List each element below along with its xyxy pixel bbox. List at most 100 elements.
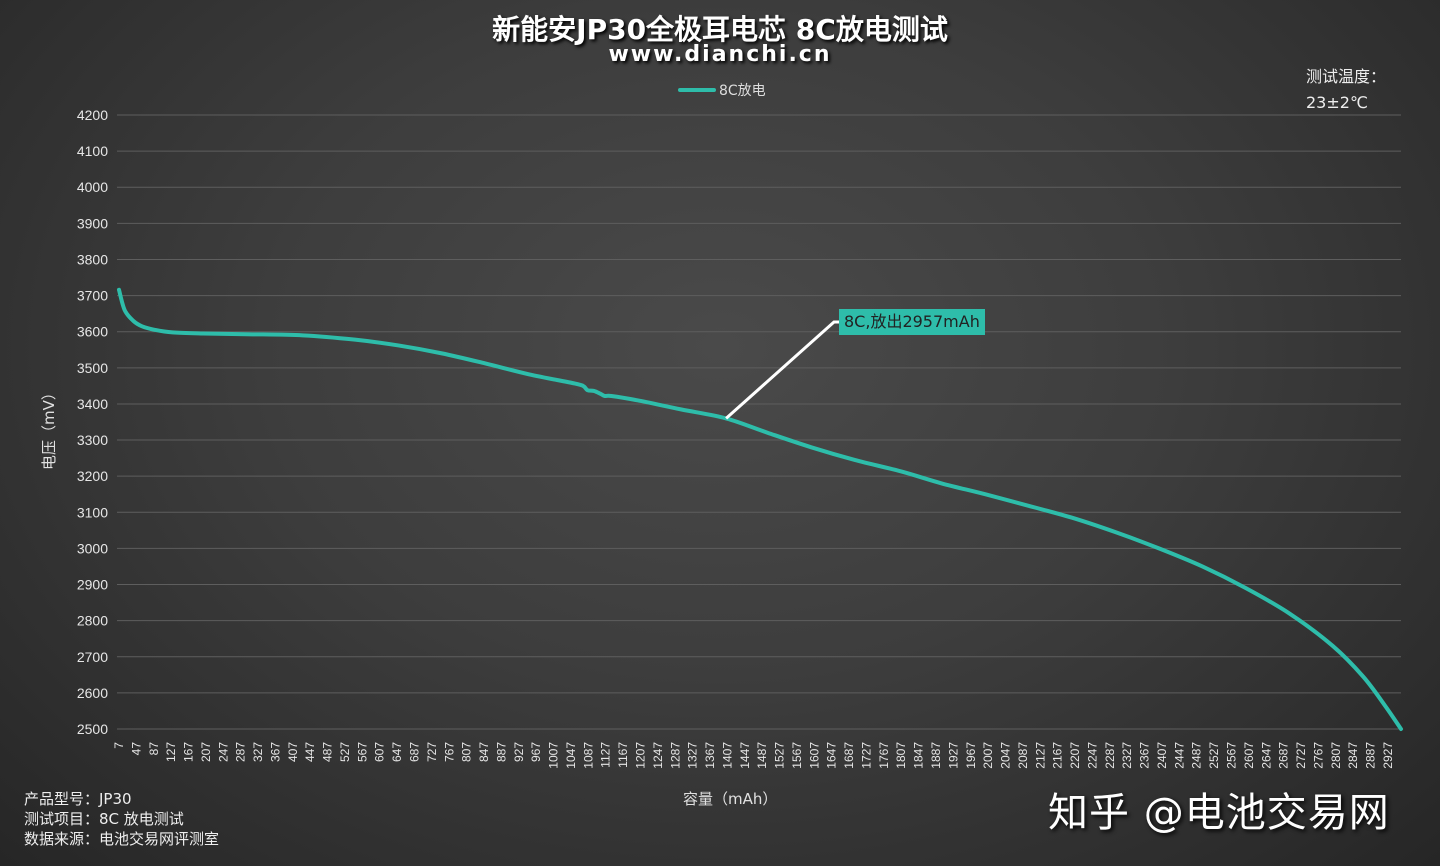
svg-text:2767: 2767 [1311,742,1325,769]
svg-text:3300: 3300 [77,432,108,448]
svg-text:87: 87 [147,742,161,756]
svg-text:247: 247 [216,742,230,762]
svg-text:647: 647 [390,742,404,762]
chart-subtitle: www.dianchi.cn [608,42,832,67]
svg-text:287: 287 [234,742,248,762]
annotation-leader-line [725,320,840,420]
svg-text:1527: 1527 [773,742,787,769]
svg-text:847: 847 [477,742,491,762]
svg-text:2247: 2247 [1085,742,1099,769]
svg-text:927: 927 [512,742,526,762]
svg-text:1687: 1687 [842,742,856,769]
svg-text:1167: 1167 [616,742,630,768]
svg-text:2127: 2127 [1033,742,1047,769]
svg-text:1287: 1287 [668,742,682,769]
svg-text:2327: 2327 [1120,742,1134,769]
test-temperature: 测试温度： 23±2℃ [1306,64,1386,116]
svg-text:2487: 2487 [1190,742,1204,769]
svg-text:167: 167 [182,742,196,762]
svg-text:3000: 3000 [77,540,108,556]
svg-text:3200: 3200 [77,468,108,484]
svg-text:2900: 2900 [77,577,108,593]
product-model: 产品型号：JP30 [24,790,132,808]
series-8c-discharge-line [117,287,1403,731]
svg-text:1967: 1967 [964,742,978,769]
svg-text:2607: 2607 [1242,742,1256,769]
svg-text:2407: 2407 [1155,742,1169,769]
svg-text:4000: 4000 [77,179,108,195]
svg-text:807: 807 [460,742,474,762]
svg-text:2527: 2527 [1207,742,1221,769]
x-axis-label: 容量（mAh） [683,790,778,808]
svg-text:1767: 1767 [877,742,891,769]
svg-text:2447: 2447 [1172,742,1186,769]
svg-text:2367: 2367 [1138,742,1152,769]
svg-text:487: 487 [321,742,335,762]
svg-text:2600: 2600 [77,685,108,701]
svg-text:447: 447 [303,742,317,762]
product-info: 产品型号：JP30 测试项目：8C 放电测试 数据来源：电池交易网评测室 [24,789,219,849]
svg-text:607: 607 [373,742,387,762]
svg-text:2807: 2807 [1329,742,1343,769]
annotation-label: 8C,放出2957mAh [839,309,985,335]
svg-text:127: 127 [164,742,178,762]
temperature-label: 测试温度： [1306,67,1387,86]
svg-text:2047: 2047 [999,742,1013,769]
svg-text:2727: 2727 [1294,742,1308,769]
svg-text:1847: 1847 [912,742,926,769]
svg-text:2500: 2500 [77,721,108,737]
svg-text:1727: 1727 [859,742,873,769]
chart-title: 新能安JP30全极耳电芯 8C放电测试 [492,13,948,46]
svg-text:687: 687 [408,742,422,762]
svg-text:1007: 1007 [547,742,561,769]
svg-text:1447: 1447 [738,742,752,769]
svg-text:1047: 1047 [564,742,578,769]
svg-text:2567: 2567 [1225,742,1239,769]
svg-text:367: 367 [268,742,282,762]
svg-text:1087: 1087 [581,742,595,769]
svg-text:3800: 3800 [77,251,108,267]
svg-text:527: 527 [338,742,352,762]
x-axis-ticks: 7 47 87 127 167 207 247 287 327 367 407 447 487 527 56… [112,742,1395,769]
y-axis-ticks: 4200 4100 4000 3900 3800 3700 3600 3500 3400 3300… [77,107,108,737]
svg-text:1607: 1607 [807,742,821,769]
svg-text:2007: 2007 [981,742,995,769]
svg-text:3400: 3400 [77,396,108,412]
svg-text:1407: 1407 [720,742,734,769]
svg-text:3900: 3900 [77,215,108,231]
svg-text:47: 47 [129,742,143,756]
svg-text:207: 207 [199,742,213,762]
svg-text:2927: 2927 [1381,742,1395,769]
svg-text:2167: 2167 [1051,742,1065,769]
svg-text:1247: 1247 [651,742,665,769]
svg-text:567: 567 [355,742,369,762]
svg-text:767: 767 [442,742,456,762]
y-axis-label: 电压（mV） [40,385,58,470]
svg-text:2287: 2287 [1103,742,1117,769]
gridlines [117,114,1401,730]
legend: 8C放电 [678,80,766,100]
temperature-value: 23±2℃ [1306,93,1368,112]
svg-text:2887: 2887 [1364,742,1378,769]
svg-text:3600: 3600 [77,324,108,340]
svg-text:1487: 1487 [755,742,769,769]
legend-swatch [678,88,716,92]
data-source: 数据来源：电池交易网评测室 [24,830,220,848]
svg-text:1647: 1647 [825,742,839,769]
test-item: 测试项目：8C 放电测试 [24,810,184,828]
svg-text:3700: 3700 [77,288,108,304]
legend-label: 8C放电 [719,83,766,99]
svg-text:4100: 4100 [77,143,108,159]
svg-text:2087: 2087 [1016,742,1030,769]
svg-text:1927: 1927 [946,742,960,769]
svg-text:1207: 1207 [633,742,647,769]
svg-text:2687: 2687 [1277,742,1291,769]
svg-text:727: 727 [425,742,439,762]
svg-text:1887: 1887 [929,742,943,769]
svg-text:1567: 1567 [790,742,804,769]
svg-text:2800: 2800 [77,613,108,629]
svg-text:2207: 2207 [1068,742,1082,769]
svg-text:887: 887 [494,742,508,762]
svg-text:1127: 1127 [599,742,613,768]
svg-text:967: 967 [529,742,543,762]
